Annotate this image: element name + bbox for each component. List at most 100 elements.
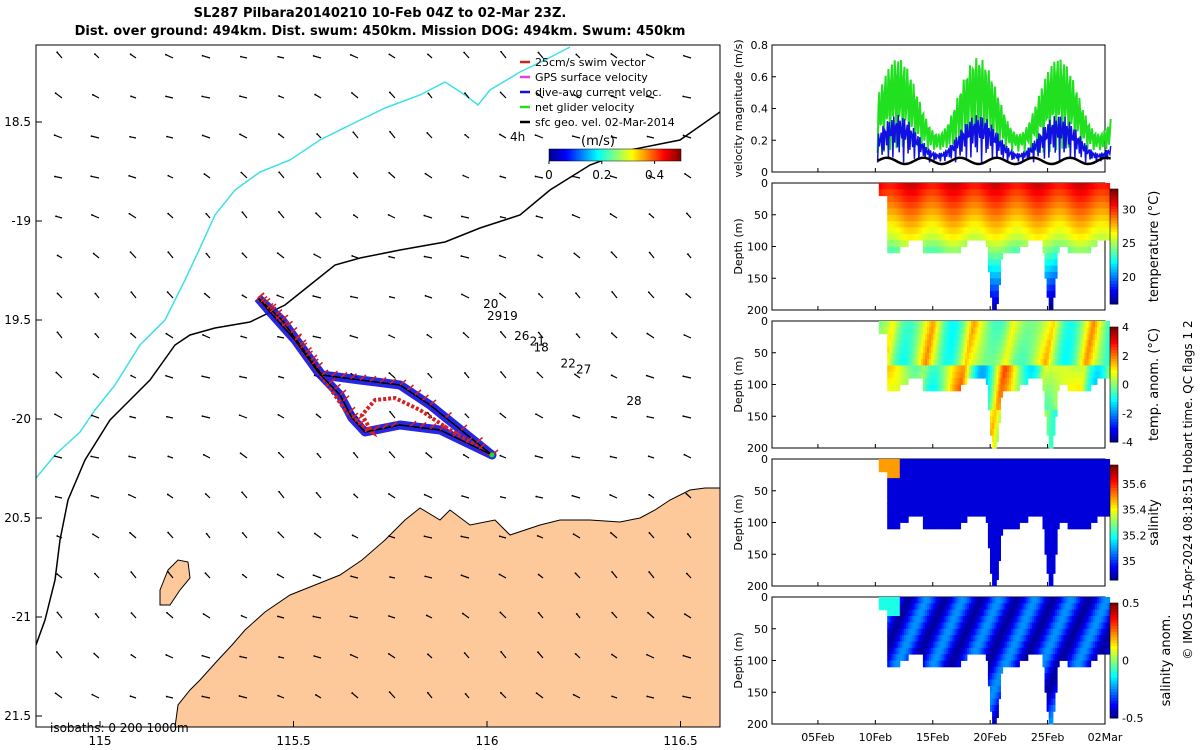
- velocity-arrow: [683, 695, 692, 699]
- colorbar-tick-label: -4: [1122, 436, 1133, 449]
- heat-cell: [929, 616, 932, 623]
- heat-cell: [1050, 509, 1054, 517]
- heat-cell: [1048, 560, 1052, 568]
- velocity-arrow: [239, 375, 248, 379]
- heat-cell: [1092, 490, 1096, 498]
- heat-cell: [1021, 195, 1025, 203]
- heat-cell: [1006, 346, 1010, 354]
- heat-cell: [998, 547, 1001, 555]
- velocity-arrow-head: [464, 692, 467, 695]
- heat-cell: [964, 478, 968, 485]
- velocity-arrow-head: [166, 291, 169, 294]
- heat-cell: [901, 622, 905, 630]
- heat-cell: [983, 365, 987, 373]
- heat-cell: [975, 359, 978, 366]
- velocity-arrow: [648, 494, 655, 499]
- heat-cell: [990, 214, 993, 222]
- swim-vector: [321, 369, 329, 376]
- heat-cell: [927, 327, 930, 335]
- colorbar-cell: [1110, 536, 1118, 541]
- heat-cell: [1000, 240, 1004, 247]
- heat-cell: [1008, 227, 1012, 235]
- heat-cell: [1048, 346, 1052, 354]
- heat-cell: [933, 321, 936, 328]
- colorbar-cell: [1110, 194, 1118, 199]
- heat-cell: [962, 490, 966, 498]
- heat-cell: [878, 321, 882, 328]
- heat-cell: [958, 471, 962, 479]
- heat-cell: [994, 265, 997, 273]
- heat-cell: [931, 352, 934, 360]
- heat-cell: [1063, 189, 1066, 197]
- heat-cell: [1044, 340, 1048, 347]
- heat-cell: [958, 340, 962, 347]
- heat-cell: [985, 359, 989, 366]
- heat-cell: [1017, 321, 1020, 328]
- heat-cell: [912, 333, 915, 341]
- heat-cell: [990, 490, 993, 498]
- heat-cell: [1073, 333, 1077, 341]
- heat-cell: [1105, 459, 1108, 466]
- heat-cell: [962, 208, 966, 216]
- heat-cell: [1094, 189, 1098, 197]
- heat-cell: [935, 516, 938, 523]
- heat-cell: [1078, 189, 1081, 197]
- velocity-arrow-head: [315, 212, 317, 215]
- heat-cell: [1048, 278, 1052, 286]
- heat-cell: [1008, 202, 1012, 209]
- heat-cell: [952, 622, 955, 630]
- heat-cell: [950, 189, 953, 197]
- heat-cell: [891, 340, 894, 347]
- velocity-arrow-head: [349, 615, 352, 618]
- velocity-arrow: [464, 652, 470, 659]
- heat-cell: [943, 490, 947, 498]
- velocity-arrow-head: [202, 334, 204, 336]
- heat-cell: [1107, 471, 1111, 479]
- heat-cell: [912, 478, 915, 485]
- velocity-arrow-head: [388, 535, 391, 537]
- heat-cell: [1040, 509, 1043, 517]
- heat-cell: [1094, 208, 1098, 216]
- heat-cell: [1021, 359, 1025, 366]
- heat-cell: [996, 567, 999, 574]
- heat-cell: [1008, 340, 1012, 347]
- heat-cell: [1055, 471, 1058, 479]
- heat-cell: [933, 484, 936, 492]
- heat-cell: [891, 352, 894, 360]
- heat-cell: [952, 384, 955, 392]
- heat-cell: [1046, 278, 1050, 286]
- heat-cell: [933, 214, 936, 222]
- heat-cell: [952, 509, 955, 517]
- heat-cell: [1063, 509, 1066, 517]
- heat-cell: [1050, 409, 1054, 417]
- velocity-arrow-head: [277, 413, 280, 416]
- heat-cell: [945, 622, 949, 630]
- heat-cell: [904, 365, 907, 373]
- heat-cell: [895, 333, 899, 341]
- velocity-arrow-head: [425, 614, 428, 617]
- heat-cell: [1097, 227, 1100, 235]
- heat-cell: [1071, 183, 1075, 190]
- heat-cell: [973, 195, 976, 203]
- heat-cell: [950, 465, 953, 473]
- heat-cell: [1082, 497, 1085, 504]
- heat-cell: [1044, 541, 1048, 549]
- heat-cell: [983, 227, 987, 235]
- heat-cell: [937, 208, 941, 216]
- glider-track: [254, 292, 499, 460]
- heat-cell: [887, 352, 890, 360]
- heat-cell: [933, 195, 936, 203]
- heat-cell: [1044, 390, 1048, 398]
- heat-cell: [998, 221, 1001, 228]
- heat-cell: [1019, 371, 1022, 379]
- heat-cell: [910, 183, 913, 190]
- heat-cell: [958, 189, 962, 197]
- velocity-arrow: [648, 532, 655, 539]
- heat-cell: [1029, 465, 1033, 473]
- colorbar-tick-label: 4: [1122, 321, 1129, 334]
- heat-cell: [1094, 202, 1098, 209]
- heat-cell: [1055, 503, 1058, 511]
- velocity-arrow-head: [350, 372, 353, 375]
- heat-cell: [906, 478, 909, 485]
- heat-cell: [966, 609, 970, 617]
